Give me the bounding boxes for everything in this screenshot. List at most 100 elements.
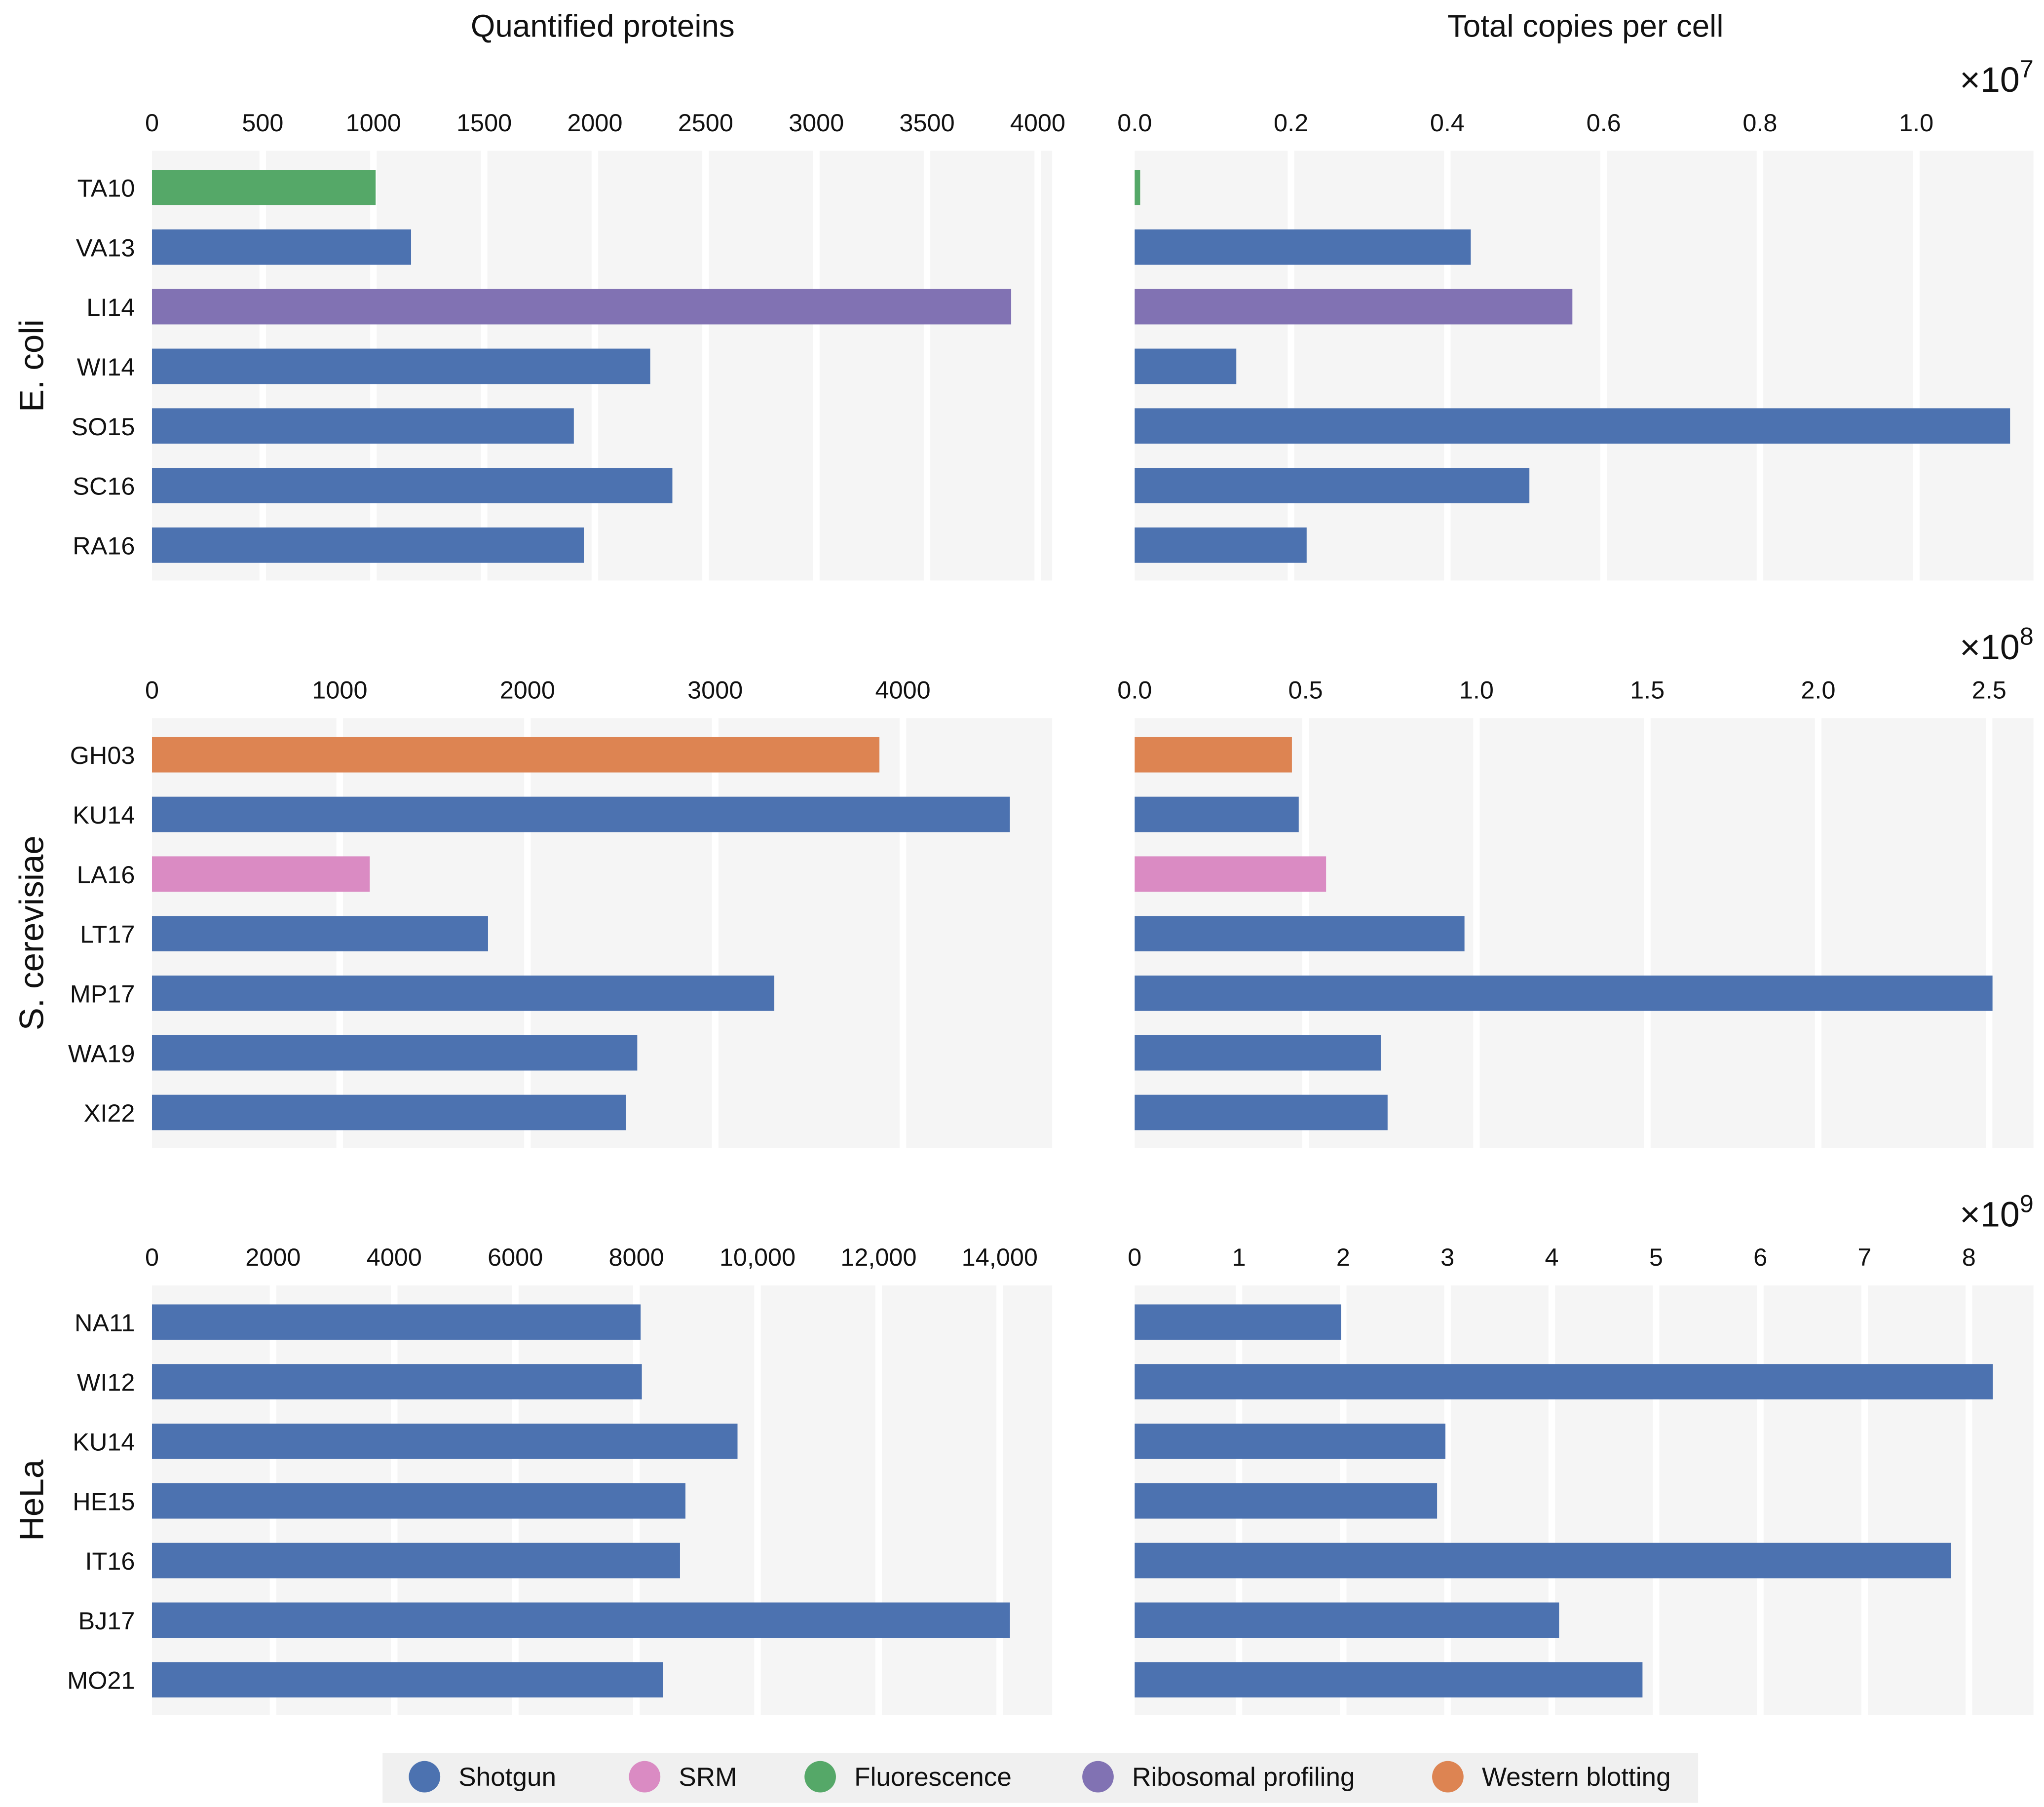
x-tick-label: 5 (1649, 1243, 1663, 1271)
x-tick-label: 0.0 (1117, 676, 1152, 704)
bar-proteins-MP17 (151, 976, 775, 1011)
legend-label: Western blotting (1482, 1763, 1671, 1792)
bar-copies-KU14 (1135, 1424, 1446, 1459)
category-label: HE15 (73, 1487, 135, 1515)
bar-copies-HE15 (1135, 1483, 1438, 1519)
bar-copies-MO21 (1135, 1662, 1643, 1698)
bar-proteins-SO15 (151, 408, 574, 444)
bar-proteins-WA19 (151, 1035, 638, 1071)
bar-copies-XI22 (1135, 1094, 1388, 1130)
legend-marker-srm (629, 1761, 661, 1793)
category-label: WI14 (77, 353, 135, 381)
multiplier-base: ×10 (1960, 1195, 2020, 1234)
x-tick-label: 1 (1232, 1243, 1246, 1271)
bar-copies-MP17 (1135, 976, 1993, 1011)
bar-copies-WI12 (1135, 1364, 1993, 1399)
category-label: KU14 (73, 801, 135, 829)
multiplier-base: ×10 (1960, 628, 2020, 667)
bar-proteins-WI12 (151, 1364, 642, 1399)
category-label: TA10 (77, 174, 135, 202)
x-tick-label: 0.8 (1742, 109, 1777, 137)
legend-label: SRM (679, 1763, 737, 1792)
bar-proteins-KU14 (151, 796, 1010, 832)
bar-copies-KU14 (1135, 796, 1299, 832)
bar-copies-TA10 (1135, 170, 1140, 205)
bar-proteins-VA13 (151, 229, 412, 265)
category-label: KU14 (73, 1428, 135, 1456)
bar-proteins-GH03 (151, 737, 880, 773)
x-tick-label: 500 (242, 109, 283, 137)
x-tick-label: 14,000 (962, 1243, 1038, 1271)
x-tick-label: 0.6 (1587, 109, 1621, 137)
x-tick-label: 0.5 (1288, 676, 1323, 704)
bar-copies-VA13 (1135, 229, 1471, 265)
category-label: LI14 (86, 293, 135, 321)
column-title-copies: Total copies per cell (1447, 8, 1724, 44)
x-tick-label: 2500 (678, 109, 733, 137)
x-tick-label: 2000 (567, 109, 622, 137)
multiplier-exponent: 9 (2020, 1189, 2034, 1217)
x-tick-label: 4 (1545, 1243, 1559, 1271)
bar-proteins-MO21 (151, 1662, 663, 1698)
category-label: NA11 (75, 1309, 135, 1337)
bar-copies-LA16 (1135, 856, 1326, 892)
x-tick-label: 2 (1336, 1243, 1350, 1271)
multiplier-exponent: 7 (2020, 55, 2034, 83)
group-label: HeLa (13, 1459, 51, 1541)
x-tick-label: 6000 (488, 1243, 543, 1271)
column-title-proteins: Quantified proteins (471, 8, 735, 44)
bar-copies-GH03 (1135, 737, 1292, 773)
bar-proteins-LA16 (151, 856, 370, 892)
category-label: LA16 (77, 861, 135, 889)
bar-copies-BJ17 (1135, 1602, 1559, 1638)
x-tick-label: 4000 (1010, 109, 1065, 137)
category-label: WI12 (77, 1368, 135, 1396)
x-tick-label: 1.0 (1459, 676, 1494, 704)
bar-copies-RA16 (1135, 527, 1307, 563)
bar-proteins-BJ17 (151, 1602, 1010, 1638)
x-tick-label: 3000 (789, 109, 844, 137)
x-tick-label: 1.0 (1899, 109, 1933, 137)
category-label: SC16 (73, 472, 135, 500)
x-tick-label: 6 (1753, 1243, 1767, 1271)
x-tick-label: 3 (1440, 1243, 1454, 1271)
category-label: GH03 (70, 741, 135, 769)
plot-background (1135, 151, 2034, 581)
x-tick-label: 4000 (367, 1243, 422, 1271)
x-tick-label: 0 (1128, 1243, 1141, 1271)
bar-copies-WA19 (1135, 1035, 1381, 1071)
bar-copies-WI14 (1135, 348, 1237, 384)
x-tick-label: 1500 (456, 109, 512, 137)
bar-proteins-HE15 (151, 1483, 685, 1519)
legend-label: Ribosomal profiling (1132, 1763, 1355, 1792)
multiplier-base: ×10 (1960, 60, 2020, 100)
legend-marker-western-blotting (1432, 1761, 1464, 1793)
category-label: XI22 (84, 1099, 135, 1127)
legend-box (382, 1753, 1699, 1803)
bar-proteins-WI14 (151, 348, 650, 384)
x-tick-label: 0.2 (1274, 109, 1308, 137)
category-label: MO21 (67, 1666, 135, 1694)
x-tick-label: 2000 (500, 676, 555, 704)
legend-marker-shotgun (409, 1761, 441, 1793)
x-tick-label: 3000 (687, 676, 743, 704)
x-tick-label: 0 (145, 109, 159, 137)
x-tick-label: 12,000 (840, 1243, 916, 1271)
bar-copies-NA11 (1135, 1304, 1341, 1340)
axis-multiplier: ×109 (1960, 1189, 2034, 1234)
x-tick-label: 2000 (245, 1243, 301, 1271)
legend-marker-ribosomal-profiling (1082, 1761, 1114, 1793)
x-tick-label: 7 (1857, 1243, 1871, 1271)
legend-marker-fluorescence (804, 1761, 836, 1793)
x-tick-label: 1.5 (1630, 676, 1665, 704)
bar-copies-IT16 (1135, 1543, 1951, 1579)
axis-multiplier: ×107 (1960, 55, 2034, 100)
x-tick-label: 1000 (312, 676, 367, 704)
x-tick-label: 0 (145, 676, 159, 704)
axis-multiplier: ×108 (1960, 622, 2034, 667)
legend-label: Fluorescence (854, 1763, 1012, 1792)
category-label: LT17 (80, 920, 135, 948)
x-tick-label: 3500 (899, 109, 954, 137)
group-label: E. coli (13, 319, 51, 412)
